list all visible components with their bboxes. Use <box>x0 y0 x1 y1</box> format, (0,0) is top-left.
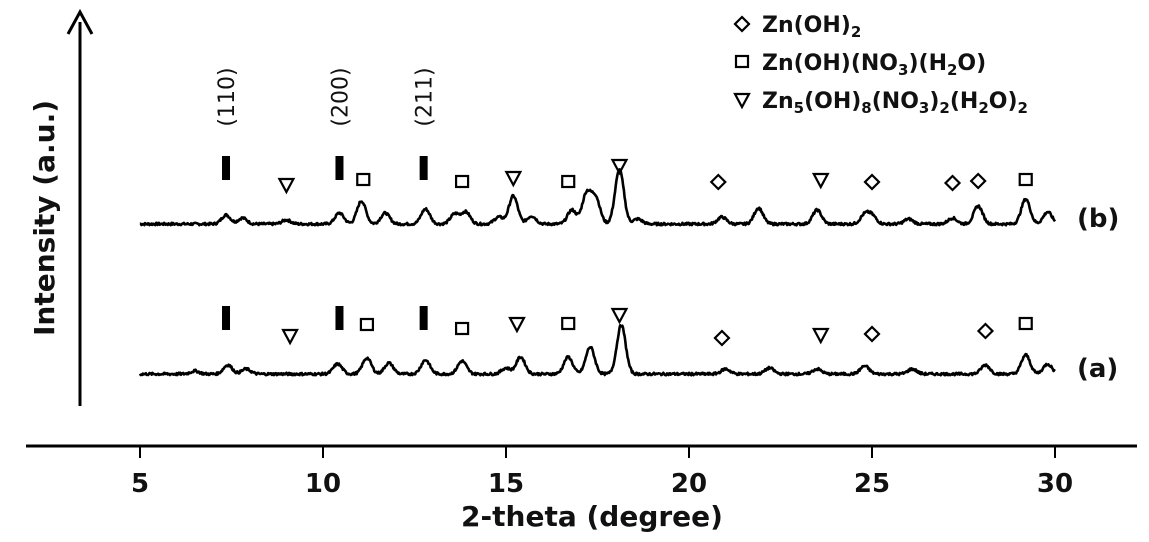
y-axis-arrow-icon <box>66 8 94 35</box>
diamond-marker <box>733 15 751 33</box>
triangle-marker <box>811 327 830 345</box>
phase-bar-marker <box>419 306 428 330</box>
diamond-marker <box>943 174 962 192</box>
diamond-marker <box>863 173 881 191</box>
triangle-marker <box>610 158 629 176</box>
square-marker <box>454 321 470 336</box>
phase-bar-marker <box>222 156 231 180</box>
y-axis-title: Intensity (a.u.) <box>28 100 61 336</box>
square-marker <box>356 172 371 187</box>
series-1: (a) <box>138 306 1118 384</box>
phase-bar-marker <box>335 156 344 180</box>
triangle-marker <box>281 328 299 346</box>
triangle-marker <box>504 170 523 188</box>
diamond-marker <box>969 172 987 190</box>
triangle-marker <box>610 307 629 325</box>
legend-entry-label: Zn(OH)2 <box>762 13 861 41</box>
legend-entry-label: Zn5(OH)8(NO3)2(H2O)2 <box>762 89 1028 117</box>
plane-label: (211) <box>412 67 437 126</box>
series-label: (a) <box>1077 354 1118 384</box>
plane-labels: (110) (200) (211) <box>215 67 438 126</box>
triangle-marker <box>277 177 296 195</box>
square-marker <box>561 316 576 331</box>
x-tick-label: 10 <box>305 469 341 499</box>
x-tick-label: 20 <box>671 469 707 499</box>
x-tick-label: 25 <box>854 469 890 499</box>
diamond-marker <box>709 173 727 191</box>
series-0: (b) <box>139 156 1119 234</box>
legend: Zn(OH)2 Zn(OH)(NO3)(H2O) Zn5(OH)8(NO3)2(H2… <box>733 13 1028 117</box>
square-marker <box>359 317 375 332</box>
diamond-marker <box>713 329 731 347</box>
xrd-pattern-line <box>139 168 1057 227</box>
phase-bar-marker <box>222 306 231 330</box>
x-tick-label: 5 <box>131 469 149 499</box>
square-marker <box>561 174 576 189</box>
square-marker <box>1018 172 1033 187</box>
square-marker <box>454 174 470 189</box>
square-marker <box>734 54 750 69</box>
diamond-marker <box>863 325 881 343</box>
x-tick-label: 15 <box>488 469 524 499</box>
triangle-marker <box>508 316 526 334</box>
plane-label: (110) <box>215 67 240 126</box>
x-ticks: 5 10 15 20 25 30 <box>131 446 1073 499</box>
triangle-marker <box>733 92 751 110</box>
triangle-marker <box>811 172 830 190</box>
square-marker <box>1018 316 1033 331</box>
series-label: (b) <box>1077 204 1119 234</box>
plane-label: (200) <box>328 67 353 126</box>
x-axis-title: 2-theta (degree) <box>461 500 723 533</box>
series-layer: (b) (a) <box>138 156 1119 384</box>
phase-bar-marker <box>335 306 344 330</box>
diamond-marker <box>976 322 995 340</box>
x-tick-label: 30 <box>1037 469 1073 499</box>
xrd-pattern-line <box>138 324 1056 377</box>
legend-entry-label: Zn(OH)(NO3)(H2O) <box>762 51 986 79</box>
phase-bar-marker <box>419 156 428 180</box>
